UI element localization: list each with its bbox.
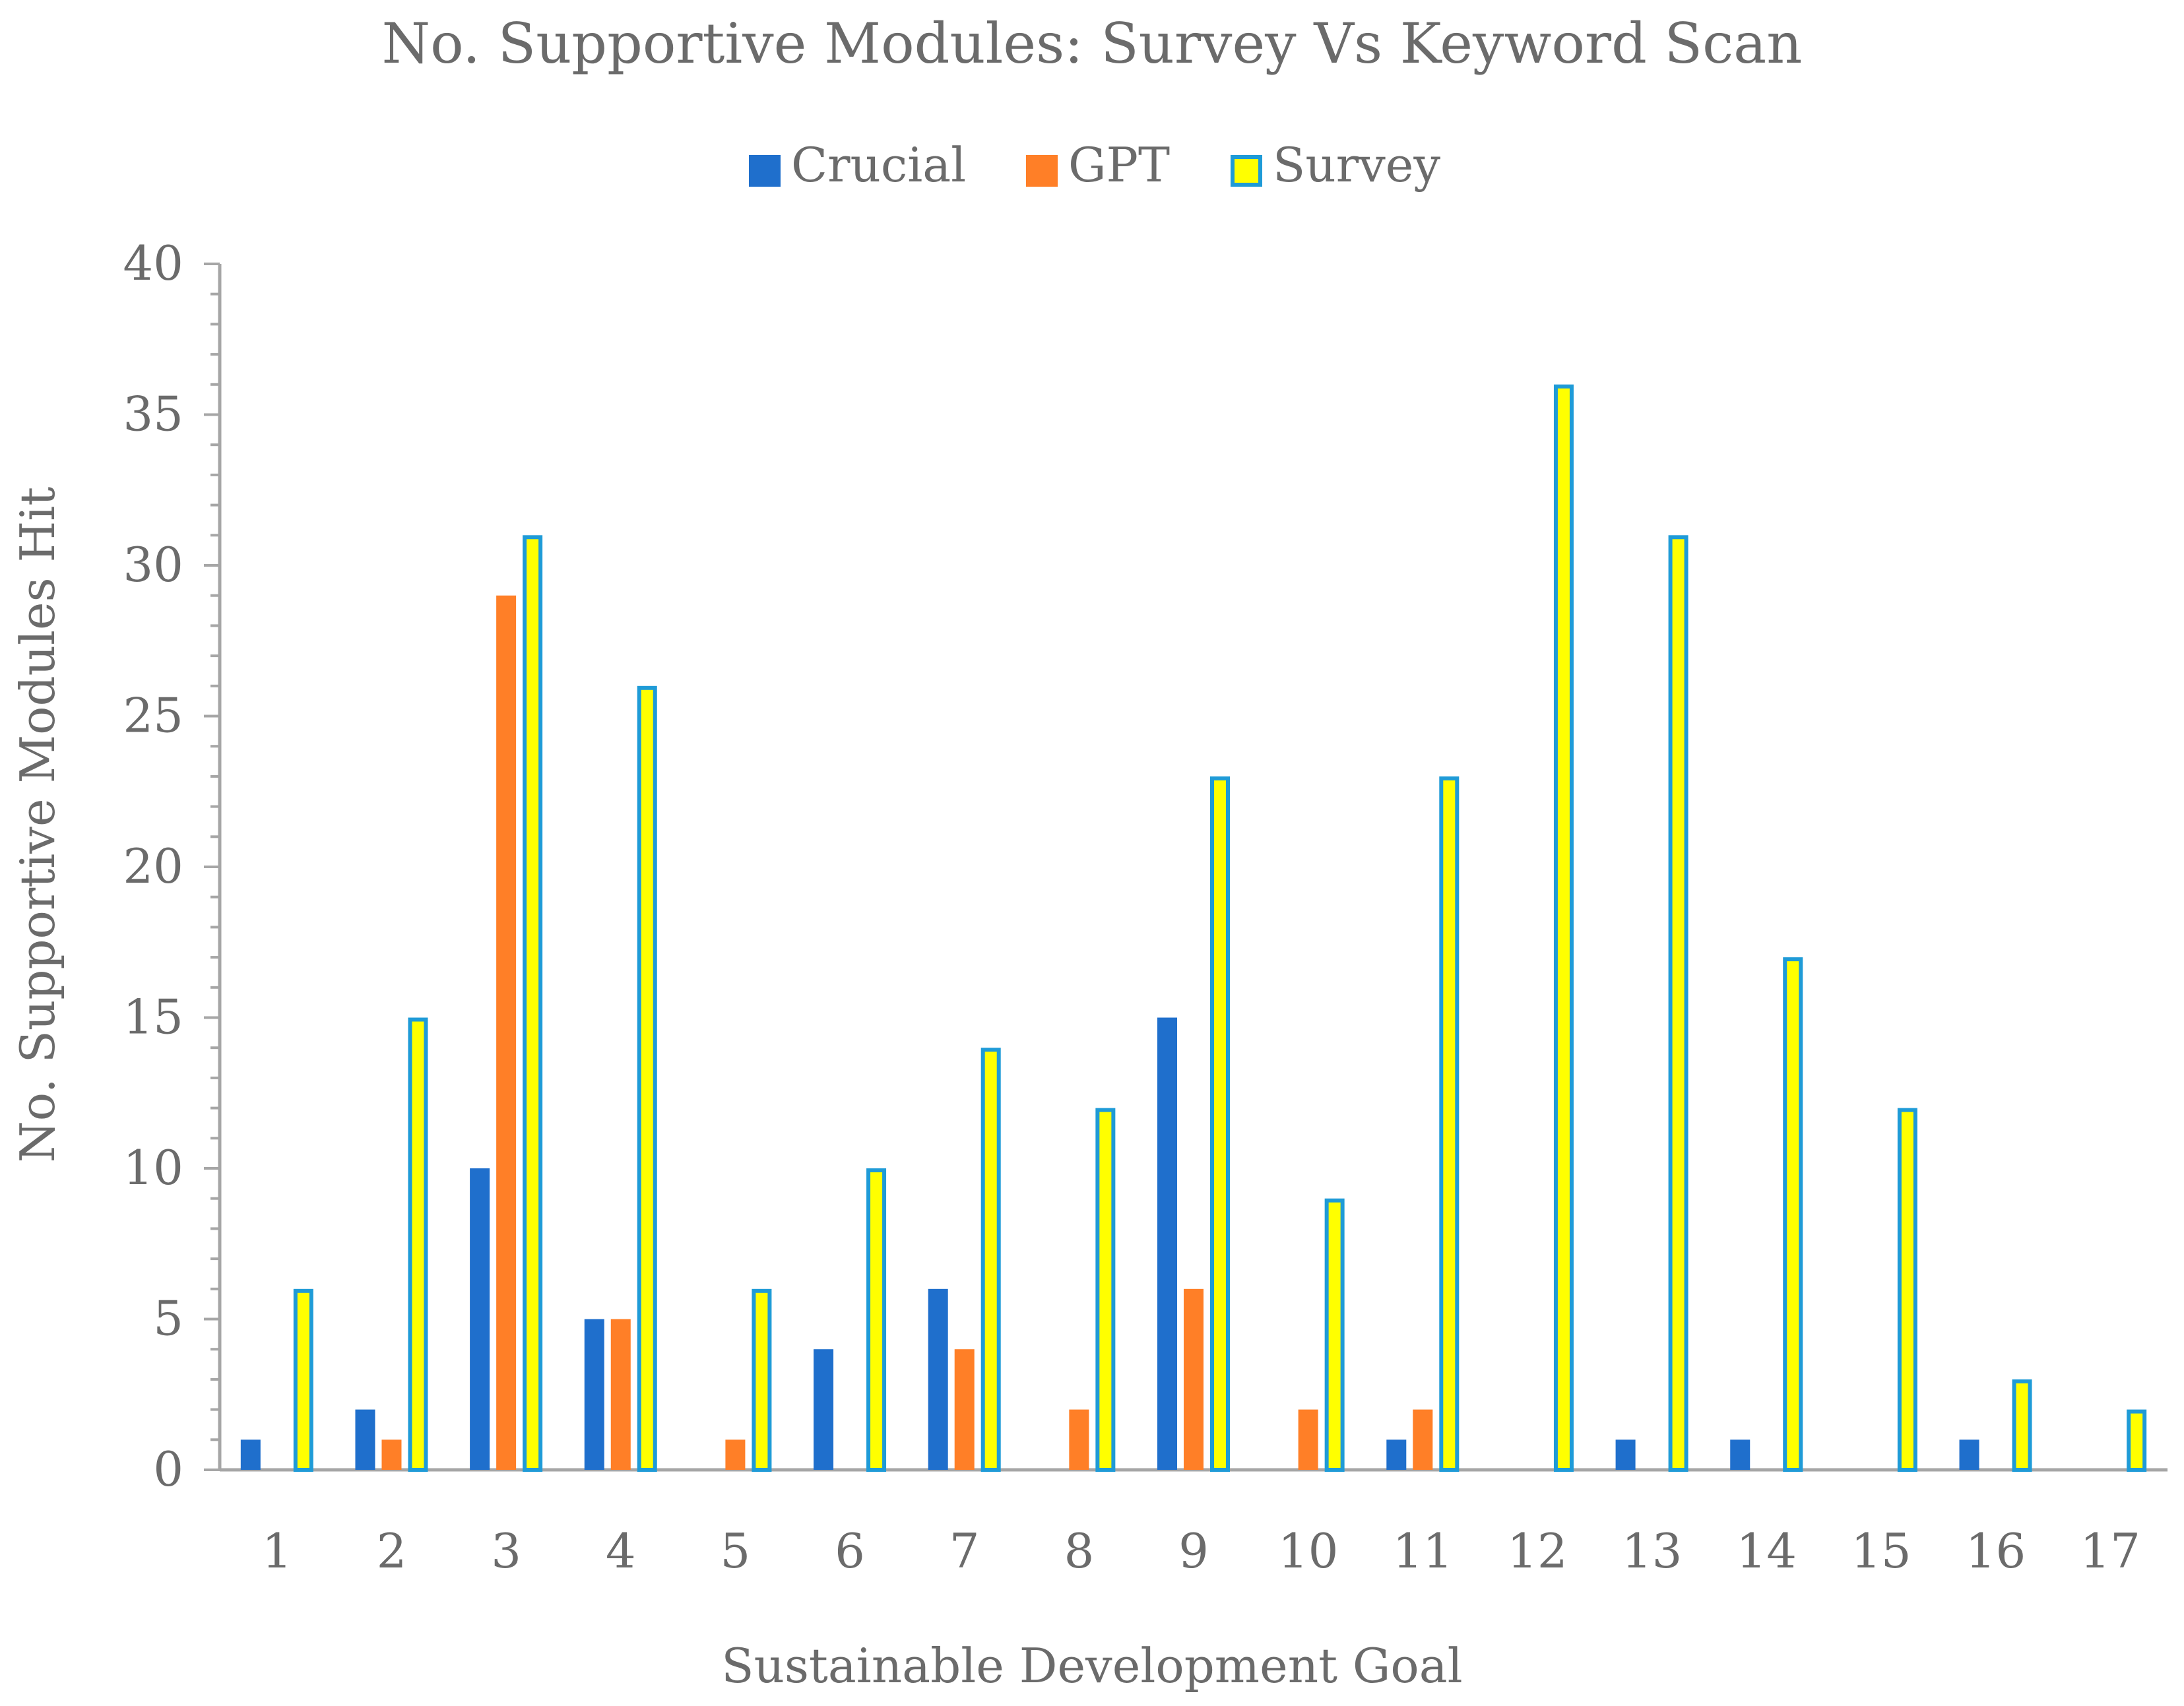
bar-gpt-sdg-10	[1298, 1409, 1318, 1470]
bar-gpt-sdg-7	[954, 1349, 975, 1470]
bar-crucial-sdg-13	[1615, 1439, 1636, 1470]
legend-swatch-survey	[1231, 155, 1262, 187]
bar-crucial-sdg-2	[355, 1409, 375, 1470]
legend-swatch-crucial	[749, 155, 781, 187]
bar-crucial-sdg-9	[1157, 1017, 1177, 1470]
bar-gpt-sdg-3	[496, 595, 517, 1470]
x-tick-label: 8	[1064, 1523, 1094, 1579]
legend-label-crucial: Crucial	[791, 137, 966, 193]
y-tick-label: 25	[123, 688, 183, 743]
bar-survey-sdg-9	[1210, 776, 1230, 1472]
bar-crucial-sdg-4	[584, 1319, 604, 1470]
y-tick-label: 20	[123, 838, 183, 894]
x-tick-label: 2	[377, 1523, 407, 1579]
x-axis: 1 2 3 4 5 6 7 8 9 10 11 12 13 14 15 16 17	[220, 1468, 2168, 1579]
x-tick-label: 16	[1966, 1523, 2026, 1579]
bar-crucial-sdg-7	[928, 1288, 948, 1470]
bar-crucial-sdg-16	[1959, 1439, 1979, 1470]
x-tick-label: 7	[949, 1523, 980, 1579]
y-axis: 0 5 10 15 20 25 30 35 40	[123, 236, 222, 1497]
x-tick-label: 10	[1278, 1523, 1339, 1579]
bar-survey-sdg-2	[408, 1017, 428, 1472]
bar-survey-sdg-15	[1897, 1108, 1917, 1472]
bar-survey-sdg-13	[1668, 535, 1688, 1472]
x-tick-label: 15	[1851, 1523, 1911, 1579]
x-tick-label: 1	[262, 1523, 292, 1579]
bar-survey-sdg-12	[1553, 384, 1574, 1472]
y-tick-label: 40	[123, 236, 183, 291]
legend-swatch-gpt	[1026, 155, 1058, 187]
bar-gpt-sdg-11	[1413, 1409, 1433, 1470]
bar-survey-sdg-10	[1324, 1198, 1345, 1472]
y-tick-label: 10	[123, 1140, 183, 1195]
bar-crucial-sdg-1	[240, 1439, 261, 1470]
y-tick-label: 0	[153, 1441, 183, 1497]
bar-gpt-sdg-4	[610, 1319, 631, 1470]
bar-survey-sdg-4	[637, 685, 657, 1472]
legend: Crucial GPT Survey	[749, 137, 1440, 193]
bar-gpt-sdg-2	[381, 1439, 402, 1470]
legend-label-gpt: GPT	[1068, 137, 1170, 193]
bar-survey-sdg-1	[293, 1288, 313, 1472]
y-tick-label: 5	[153, 1291, 183, 1346]
bar-gpt-sdg-8	[1069, 1409, 1089, 1470]
bar-survey-sdg-8	[1095, 1108, 1116, 1472]
x-axis-label: Sustainable Development Goal	[721, 1638, 1462, 1693]
bar-survey-sdg-16	[2012, 1379, 2032, 1472]
bar-survey-sdg-3	[523, 535, 543, 1472]
bars	[240, 384, 2147, 1472]
x-tick-label: 14	[1736, 1523, 1797, 1579]
bar-survey-sdg-17	[2127, 1409, 2147, 1472]
y-tick-label: 15	[123, 990, 183, 1045]
bar-survey-sdg-11	[1439, 776, 1460, 1472]
x-tick-label: 4	[606, 1523, 636, 1579]
bar-gpt-sdg-9	[1184, 1288, 1204, 1470]
x-tick-label: 13	[1622, 1523, 1683, 1579]
bar-crucial-sdg-3	[470, 1168, 490, 1470]
x-tick-label: 12	[1507, 1523, 1568, 1579]
y-axis-label: No. Supportive Modules Hit	[10, 487, 65, 1162]
legend-label-survey: Survey	[1273, 137, 1440, 193]
bar-survey-sdg-7	[980, 1048, 1001, 1472]
bar-crucial-sdg-11	[1386, 1439, 1407, 1470]
bar-survey-sdg-5	[752, 1288, 772, 1472]
x-tick-label: 17	[2080, 1523, 2140, 1579]
chart-title: No. Supportive Modules: Survey Vs Keywor…	[382, 11, 1803, 76]
x-tick-label: 3	[491, 1523, 521, 1579]
x-tick-label: 6	[835, 1523, 865, 1579]
bar-gpt-sdg-5	[725, 1439, 746, 1470]
bar-crucial-sdg-6	[814, 1349, 834, 1470]
bar-crucial-sdg-14	[1730, 1439, 1750, 1470]
x-tick-label: 5	[721, 1523, 751, 1579]
y-tick-label: 35	[123, 387, 183, 442]
bar-survey-sdg-6	[866, 1168, 887, 1472]
y-tick-label: 30	[123, 537, 183, 592]
bar-survey-sdg-14	[1783, 957, 1803, 1472]
x-tick-label: 11	[1392, 1523, 1453, 1579]
x-tick-label: 9	[1178, 1523, 1209, 1579]
